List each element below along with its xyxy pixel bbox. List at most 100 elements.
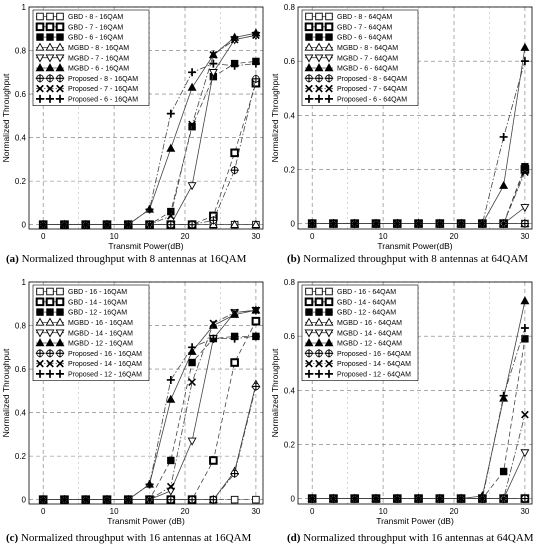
legend-marker: [56, 94, 64, 103]
legend-label: GBD - 7 - 64QAM: [337, 24, 392, 31]
series: [308, 324, 529, 503]
legend-entry: Proposed - 16 - 64QAM: [304, 349, 411, 358]
data-point: [188, 378, 196, 386]
x-tick-label: 10: [379, 232, 388, 241]
data-point: [499, 391, 508, 400]
panel-caption: (a) Normalized throughput with 8 antenna…: [6, 253, 247, 265]
data-point: [521, 410, 529, 419]
legend-marker: [35, 42, 45, 51]
caption-text: Normalized throughput with 16 antennas a…: [300, 532, 533, 544]
data-point: [230, 334, 239, 343]
data-point: [209, 334, 218, 343]
legend-label: Proposed - 16 - 64QAM: [337, 351, 411, 358]
data-point: [188, 68, 197, 77]
legend-marker: [325, 33, 333, 41]
panel-caption: (c) Normalized throughput with 16 antenn…: [6, 532, 252, 544]
legend-label: GBD - 16 - 64QAM: [337, 289, 396, 296]
legend-marker: [314, 317, 324, 326]
legend-marker: [36, 12, 44, 21]
data-point: [499, 219, 508, 228]
legend-marker: [35, 22, 45, 32]
y-tick-label: 0.6: [15, 365, 27, 374]
legend-marker: [45, 349, 55, 358]
data-point: [251, 74, 261, 84]
y-tick-label: 1: [22, 3, 27, 12]
chart-panel-2: 0 10 20 30 0 0.2 0.4 0.6 0.8 Transmit Power(dB) No…: [270, 3, 533, 265]
data-point: [520, 57, 529, 66]
legend-marker: [315, 287, 323, 296]
y-tick-label: 0.8: [284, 278, 296, 287]
legend-marker: [325, 369, 333, 378]
legend-marker: [56, 12, 64, 21]
legend-label: Proposed - 6 - 16QAM: [68, 97, 138, 104]
data-point: [393, 494, 402, 503]
caption-text: Normalized throughput with 8 antennas at…: [300, 253, 528, 265]
data-point: [187, 82, 197, 91]
data-point: [252, 495, 260, 504]
legend-label: GBD - 12 - 64QAM: [337, 310, 396, 317]
data-point: [209, 319, 218, 328]
legend-label: MGBD - 6 - 64QAM: [337, 66, 398, 73]
data-point: [499, 132, 508, 141]
x-tick-label: 0: [310, 507, 315, 516]
legend-marker: [304, 349, 314, 358]
legend-marker: [304, 329, 314, 338]
legend-marker: [305, 94, 313, 103]
legend-label: MGBD - 16 - 64QAM: [337, 320, 402, 327]
y-tick-label: 0.8: [284, 3, 296, 12]
legend-entry: GBD - 7 - 16QAM: [35, 22, 123, 32]
data-point: [329, 494, 338, 503]
legend-marker: [36, 287, 44, 296]
data-point: [520, 449, 530, 458]
data-point: [230, 495, 239, 504]
x-axis-title: Transmit Power(dB): [377, 241, 452, 251]
legend-entry: MGBD - 12 - 16QAM: [35, 338, 133, 348]
x-tick-label: 20: [181, 507, 190, 516]
legend-marker: [46, 308, 54, 316]
legend-marker: [315, 84, 323, 93]
data-point: [435, 494, 444, 503]
data-point: [350, 494, 359, 503]
series-line: [43, 336, 256, 501]
legend-marker: [35, 74, 45, 83]
legend-marker: [314, 54, 324, 63]
legend-entry: GBD - 8 - 16QAM: [36, 12, 123, 21]
legend-label: GBD - 8 - 64QAM: [337, 14, 392, 21]
y-tick-label: 0: [291, 220, 296, 229]
legend-marker: [315, 369, 323, 378]
data-point: [457, 219, 466, 228]
legend: GBD - 8 - 64QAM GBD - 7 - 64QAM GBD - 6 - …: [301, 9, 419, 106]
legend-label: MGBD - 7 - 16QAM: [68, 55, 129, 62]
data-point: [166, 394, 176, 403]
data-point: [230, 308, 239, 317]
data-point: [393, 219, 402, 228]
legend-marker: [36, 308, 44, 316]
legend-entry: MGBD - 7 - 16QAM: [35, 54, 129, 63]
legend-marker: [324, 317, 334, 326]
data-point: [188, 358, 196, 367]
legend-label: MGBD - 14 - 16QAM: [68, 330, 133, 337]
data-point: [414, 219, 423, 228]
legend-marker: [46, 94, 54, 103]
legend-marker: [304, 22, 314, 32]
legend-marker: [304, 42, 314, 51]
data-point: [209, 51, 218, 59]
caption-text: Normalized throughput with 8 antennas at…: [19, 253, 247, 265]
data-point: [521, 168, 529, 177]
y-tick-label: 1: [22, 278, 27, 287]
data-point: [478, 219, 487, 228]
x-tick-label: 10: [110, 507, 119, 516]
data-point: [499, 467, 508, 476]
legend-marker: [35, 297, 45, 307]
data-point: [435, 219, 444, 228]
legend-entry: Proposed - 14 - 64QAM: [305, 359, 411, 368]
legend-label: GBD - 14 - 16QAM: [68, 299, 127, 306]
data-point: [208, 69, 218, 78]
legend-marker: [324, 74, 334, 83]
legend-marker: [55, 42, 65, 51]
legend-marker: [324, 329, 334, 338]
data-point: [145, 220, 154, 229]
x-tick-label: 10: [379, 507, 388, 516]
data-point: [230, 35, 239, 44]
legend-marker: [56, 308, 64, 316]
